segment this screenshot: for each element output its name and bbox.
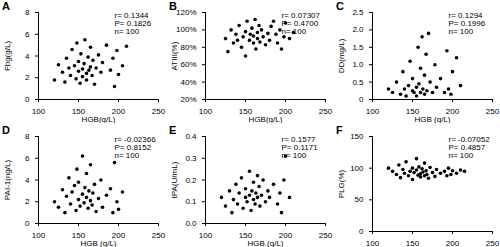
svg-text:0.5: 0.5 [352, 78, 364, 87]
svg-text:250: 250 [152, 231, 166, 240]
svg-text:r= 0.07307P= 0.4700n= 100: r= 0.07307P= 0.4700n= 100 [282, 11, 321, 36]
svg-text:HGB (g/L): HGB (g/L) [414, 115, 450, 124]
svg-text:0: 0 [359, 227, 364, 236]
svg-text:8: 8 [25, 8, 30, 17]
svg-text:40%: 40% [180, 78, 196, 87]
svg-text:20%: 20% [180, 95, 196, 104]
svg-text:250: 250 [319, 231, 333, 240]
svg-text:200: 200 [111, 107, 126, 117]
svg-text:0.1: 0.1 [185, 197, 197, 206]
html-text:D: D [2, 124, 10, 136]
svg-text:tPA(U/mL): tPA(U/mL) [170, 161, 179, 198]
svg-text:80%: 80% [180, 43, 196, 52]
svg-text:HGB(g/L): HGB(g/L) [82, 115, 116, 124]
svg-text:150: 150 [350, 132, 364, 141]
svg-text:0.0: 0.0 [185, 219, 197, 228]
svg-text:100: 100 [199, 231, 213, 240]
svg-text:100: 100 [366, 107, 380, 116]
svg-text:200: 200 [278, 231, 293, 241]
svg-text:60%: 60% [180, 60, 196, 69]
svg-text:HGB (g/L): HGB (g/L) [80, 239, 116, 247]
svg-text:2.0: 2.0 [352, 25, 364, 34]
svg-text:2: 2 [25, 73, 30, 82]
html-text:E: E [169, 124, 177, 136]
svg-text:200: 200 [445, 107, 460, 117]
svg-text:150: 150 [238, 107, 253, 117]
svg-text:r= 0.1294P= 0.1996n= 100: r= 0.1294P= 0.1996n= 100 [449, 11, 486, 36]
svg-text:100: 100 [199, 107, 213, 116]
svg-text:r= -0.02366P= 0.8152n= 100: r= -0.02366P= 0.8152n= 100 [115, 135, 157, 160]
svg-text:PAI-1(ng/L): PAI-1(ng/L) [3, 160, 12, 201]
svg-text:DD(mg/L): DD(mg/L) [337, 38, 346, 73]
svg-text:HGB(g/L): HGB(g/L) [249, 115, 283, 124]
svg-text:r= 0.1344P= 0.1826n= 100: r= 0.1344P= 0.1826n= 100 [115, 11, 152, 36]
svg-text:8: 8 [25, 132, 30, 141]
svg-text:2.5: 2.5 [352, 8, 364, 17]
svg-text:200: 200 [111, 231, 126, 241]
svg-text:1.0: 1.0 [352, 60, 364, 69]
svg-text:PLG(%): PLG(%) [337, 169, 346, 198]
svg-text:4: 4 [25, 176, 30, 185]
svg-text:150: 150 [71, 231, 86, 241]
svg-text:50: 50 [355, 195, 364, 204]
svg-text:ATIII(%): ATIII(%) [170, 41, 179, 70]
svg-text:6: 6 [25, 154, 30, 163]
html-text:C: C [336, 0, 344, 12]
svg-text:200: 200 [278, 107, 293, 117]
html-text:A: A [2, 0, 10, 12]
svg-text:250: 250 [152, 107, 166, 116]
svg-text:150: 150 [406, 239, 420, 247]
svg-text:100: 100 [350, 164, 364, 173]
svg-text:250: 250 [486, 107, 500, 116]
html-text:B: B [169, 0, 177, 12]
svg-text:4: 4 [25, 52, 30, 61]
svg-text:2: 2 [25, 197, 30, 206]
svg-text:0: 0 [359, 95, 364, 104]
svg-text:120%: 120% [176, 8, 196, 17]
svg-text:0: 0 [25, 95, 30, 104]
svg-text:r= 0.1577P= 0.1171n= 100: r= 0.1577P= 0.1171n= 100 [282, 135, 319, 160]
svg-text:200: 200 [446, 239, 460, 247]
svg-text:100: 100 [32, 231, 46, 240]
svg-text:Fbg(g/L): Fbg(g/L) [3, 41, 12, 72]
svg-text:0.3: 0.3 [185, 154, 197, 163]
svg-text:0: 0 [25, 219, 30, 228]
svg-text:250: 250 [486, 239, 500, 247]
svg-text:1.5: 1.5 [352, 43, 364, 52]
svg-text:150: 150 [238, 231, 253, 241]
svg-text:r= -0.07052P= 0.4857n= 100: r= -0.07052P= 0.4857n= 100 [449, 135, 491, 160]
svg-text:150: 150 [71, 107, 86, 117]
svg-text:0.2: 0.2 [185, 176, 197, 185]
svg-text:250: 250 [319, 107, 333, 116]
svg-text:HGB (g/L): HGB (g/L) [247, 239, 283, 247]
svg-text:150: 150 [405, 107, 420, 117]
svg-text:100%: 100% [176, 25, 196, 34]
html-text:F: F [336, 124, 343, 136]
svg-text:100: 100 [32, 107, 46, 116]
svg-text:0.4: 0.4 [185, 132, 197, 141]
svg-text:100: 100 [366, 239, 380, 247]
svg-text:6: 6 [25, 30, 30, 39]
